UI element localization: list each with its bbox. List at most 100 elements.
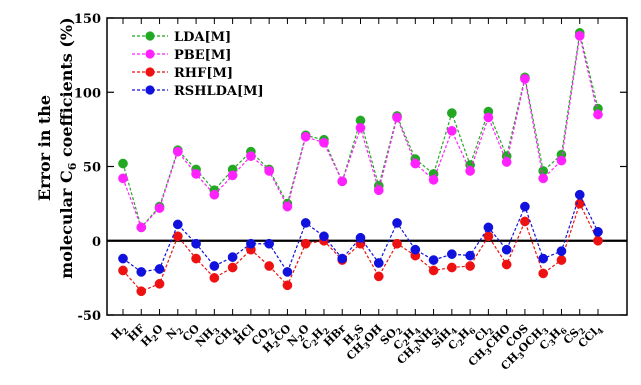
data-point <box>501 157 512 167</box>
x-tick-label: H2S <box>341 322 369 350</box>
x-tick-label-subscript: 3 <box>412 344 423 355</box>
data-point <box>373 258 384 268</box>
series-line-0 <box>122 32 599 229</box>
data-point <box>483 112 494 123</box>
data-point <box>465 250 475 261</box>
data-point <box>446 262 457 273</box>
data-point <box>355 123 366 133</box>
data-point <box>410 158 421 169</box>
x-tick-label-subscript: 2 <box>576 325 587 336</box>
data-point <box>136 286 147 297</box>
legend-marker <box>145 67 155 77</box>
data-point <box>209 261 220 271</box>
x-tick-label-subscript: 2 <box>271 338 282 349</box>
data-point <box>227 262 238 273</box>
data-point <box>538 173 549 184</box>
data-point <box>118 253 128 264</box>
y-tick-label: 0 <box>92 235 101 250</box>
data-point <box>172 219 183 230</box>
y-tick-label: -50 <box>78 309 102 324</box>
data-point <box>300 218 311 228</box>
data-point <box>428 265 439 276</box>
data-point <box>556 155 567 166</box>
data-point <box>282 280 293 291</box>
data-point <box>373 185 384 196</box>
data-point <box>538 253 549 264</box>
x-tick-label-subscript: 2 <box>320 325 331 336</box>
legend-label: RHF[M] <box>174 66 233 81</box>
legend-label: PBE[M] <box>174 48 231 63</box>
x-tick-label-subscript: 6 <box>467 325 478 336</box>
data-point <box>465 261 475 271</box>
data-point <box>520 201 530 212</box>
x-tick-label: Cl2 <box>472 322 496 346</box>
x-tick-label-subscript: 3 <box>515 349 526 360</box>
x-tick-label-subscript: 2 <box>149 332 160 343</box>
data-point <box>428 255 439 265</box>
data-point <box>392 238 402 249</box>
data-point <box>501 259 512 270</box>
data-point <box>300 238 311 249</box>
x-tick-label-subscript: 4 <box>412 325 423 336</box>
data-point <box>118 173 128 184</box>
data-point <box>593 226 603 237</box>
x-tick-label-subscript: 3 <box>547 336 558 347</box>
data-point <box>593 235 603 246</box>
data-point <box>538 268 549 279</box>
data-point <box>264 166 275 176</box>
x-tick-label-subscript: 3 <box>361 339 372 350</box>
y-axis-title-line1: Error in the <box>35 95 54 201</box>
x-tick-label-subscript: 2 <box>430 325 441 336</box>
data-point <box>191 238 201 249</box>
data-point <box>172 146 183 157</box>
x-tick-label-subscript: 2 <box>174 325 185 336</box>
legend-label: RSHLDA[M] <box>174 84 264 99</box>
x-tick-label-subscript: 2 <box>309 337 320 348</box>
data-point <box>556 246 567 256</box>
legend-label: LDA[M] <box>174 30 231 45</box>
data-point <box>154 264 165 274</box>
data-point <box>520 216 530 227</box>
data-point <box>593 109 603 120</box>
x-tick-label-subscript: 4 <box>595 325 606 336</box>
data-point <box>209 189 220 200</box>
x-tick-label: N2O <box>285 322 314 351</box>
data-point <box>191 253 201 264</box>
y-axis-title: Error in the molecular C6 coefficients (… <box>35 17 79 278</box>
data-point <box>154 203 165 213</box>
data-point <box>446 249 457 259</box>
x-tick-label-subscript: 2 <box>351 331 362 342</box>
data-point <box>574 30 585 41</box>
data-point <box>355 232 366 243</box>
data-point <box>246 238 256 249</box>
x-tick-label: H2O <box>138 322 167 351</box>
legend-marker <box>145 49 155 59</box>
data-point <box>392 112 402 123</box>
data-point <box>446 126 457 136</box>
x-tick-label-subscript: 4 <box>448 325 459 336</box>
legend-marker <box>145 85 155 95</box>
data-point <box>282 267 293 277</box>
x-tick-label-subscript: 2 <box>295 332 306 343</box>
x-tick-label-subscript: 2 <box>120 325 131 336</box>
data-point <box>465 166 475 176</box>
data-point <box>501 244 512 255</box>
data-point <box>319 231 329 242</box>
legend-marker <box>145 31 155 41</box>
data-point <box>264 261 275 271</box>
data-point <box>483 231 494 242</box>
data-point <box>282 201 293 212</box>
data-point <box>154 278 165 289</box>
x-tick-label-subscript: 2 <box>266 325 277 336</box>
x-tick-label: H2 <box>109 322 131 344</box>
data-point <box>483 222 494 233</box>
data-point <box>264 238 275 249</box>
x-tick-label-subscript: 3 <box>540 325 551 336</box>
x-tick-label-subscript: 2 <box>401 337 412 348</box>
x-tick-label-subscript: 3 <box>483 345 494 356</box>
data-point <box>118 265 128 276</box>
data-point <box>209 273 220 283</box>
data-point <box>428 175 439 185</box>
x-tick-label-subscript: 2 <box>394 325 405 336</box>
data-point <box>118 158 128 169</box>
